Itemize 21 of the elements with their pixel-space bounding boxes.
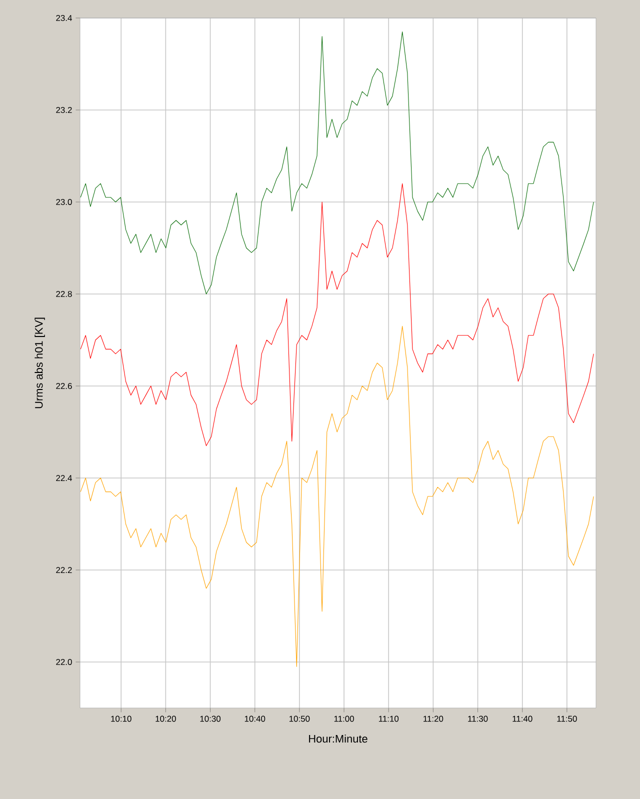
x-tick-label: 11:40 [512, 716, 532, 722]
x-tick-label: 11:20 [424, 716, 444, 722]
x-tick-label: 10:20 [156, 716, 176, 722]
y-tick-label: 23.2 [56, 107, 72, 113]
y-tick-label: 23.4 [56, 14, 72, 21]
y-tick-label: 22.4 [56, 475, 72, 481]
x-tick-label: 11:30 [468, 716, 488, 722]
x-axis-title: Hour:Minute [309, 734, 368, 743]
x-tick-label: 11:50 [557, 716, 577, 722]
y-tick-label: 22.8 [56, 291, 72, 297]
x-tick-label: 10:10 [111, 716, 132, 722]
y-tick-label: 22.2 [56, 567, 72, 573]
y-tick-label: 23.0 [56, 199, 72, 205]
x-tick-label: 11:10 [378, 716, 399, 722]
x-tick-label: 10:50 [289, 716, 310, 722]
x-tick-label: 10:40 [244, 716, 266, 722]
y-axis-title: Urms abs h01 [KV] [34, 318, 45, 408]
x-tick-label: 11:00 [334, 716, 354, 722]
y-tick-label: 22.0 [56, 659, 72, 665]
y-tick-label: 22.6 [56, 383, 72, 389]
x-tick-label: 10:30 [200, 716, 221, 722]
